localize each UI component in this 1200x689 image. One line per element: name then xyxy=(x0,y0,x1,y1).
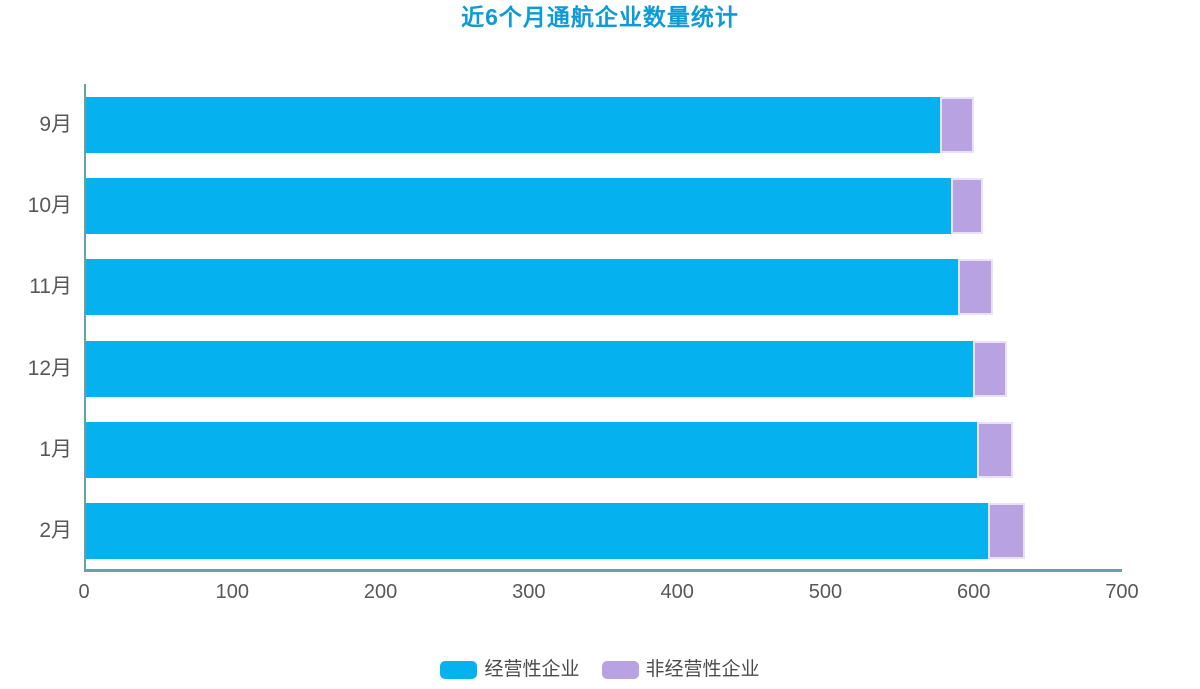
x-axis-tick-label: 300 xyxy=(512,581,546,603)
y-axis-label: 11月 xyxy=(29,275,72,299)
x-axis-tick-label: 0 xyxy=(78,581,90,603)
bar-segment-non-operating[interactable] xyxy=(977,422,1013,478)
x-axis-tick-label: 400 xyxy=(660,581,694,603)
legend: 经营性企业 非经营性企业 xyxy=(0,658,1200,682)
bar-segment-operating[interactable] xyxy=(86,178,951,234)
legend-label: 经营性企业 xyxy=(484,659,580,680)
bar-segment-non-operating[interactable] xyxy=(940,96,975,153)
chart-title: 近6个月通航企业数量统计 xyxy=(461,4,739,30)
bar-segment-non-operating[interactable] xyxy=(972,340,1007,397)
y-axis-label: 12月 xyxy=(27,356,72,380)
x-axis-tick-label: 600 xyxy=(957,581,991,603)
bar-segment-operating[interactable] xyxy=(86,422,978,478)
plot-area xyxy=(84,84,1122,572)
y-axis-label: 9月 xyxy=(39,112,72,136)
legend-item[interactable]: 经营性企业 xyxy=(440,658,580,682)
bar-segment-operating[interactable] xyxy=(86,340,973,397)
bar-segment-operating[interactable] xyxy=(86,503,988,560)
x-axis-tick-label: 700 xyxy=(1105,581,1139,603)
legend-swatch xyxy=(440,661,478,679)
legend-label: 非经营性企业 xyxy=(645,659,760,680)
x-axis-tick-label: 500 xyxy=(808,581,843,603)
bar-segment-operating[interactable] xyxy=(86,259,958,316)
bar-segment-operating[interactable] xyxy=(86,96,941,153)
y-axis-label: 1月 xyxy=(39,438,72,461)
y-axis-label: 2月 xyxy=(39,519,72,543)
y-axis-label: 10月 xyxy=(27,194,72,217)
legend-item[interactable]: 非经营性企业 xyxy=(601,658,760,682)
legend-swatch xyxy=(601,661,639,679)
bar-segment-non-operating[interactable] xyxy=(950,178,984,234)
x-axis-tick-label: 200 xyxy=(363,581,398,603)
bar-segment-non-operating[interactable] xyxy=(957,259,994,316)
x-axis-tick-label: 100 xyxy=(215,581,249,603)
bar-segment-non-operating[interactable] xyxy=(987,503,1025,560)
